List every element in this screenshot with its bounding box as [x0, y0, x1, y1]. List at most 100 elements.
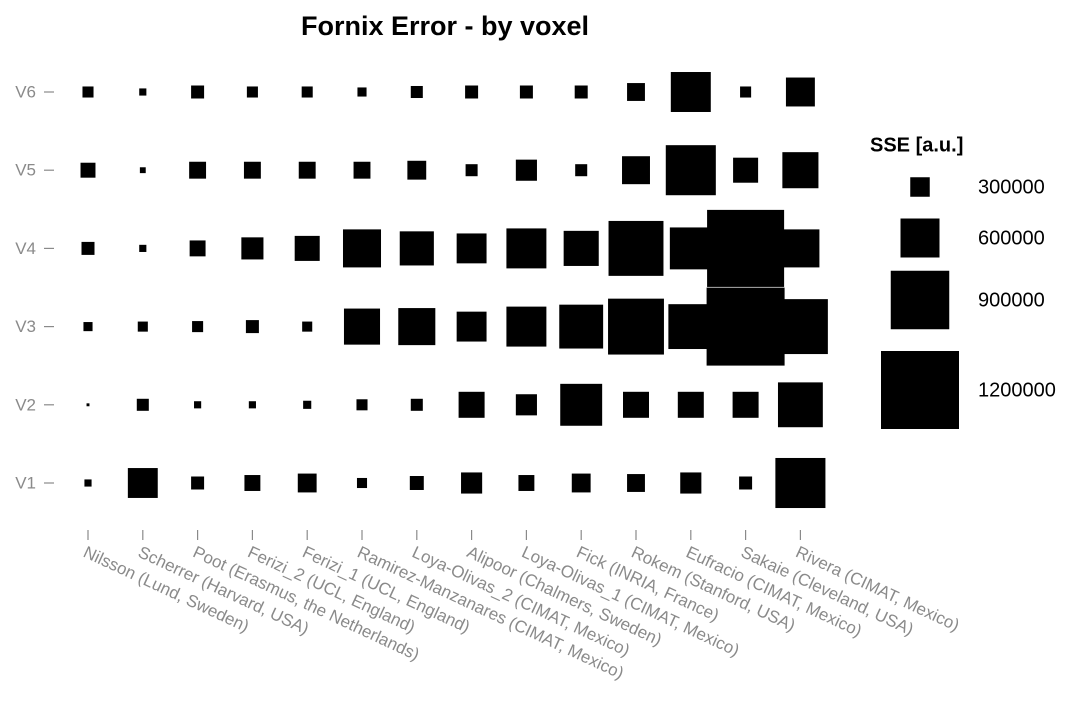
- y-tick-label: V6: [15, 82, 36, 101]
- square: [81, 241, 95, 255]
- square: [139, 88, 147, 96]
- square: [84, 479, 92, 487]
- square: [301, 86, 313, 98]
- square: [560, 383, 603, 426]
- square: [409, 476, 424, 490]
- y-tick-label: V4: [15, 239, 36, 258]
- square: [623, 391, 649, 418]
- square: [559, 304, 604, 349]
- square: [353, 161, 371, 179]
- square: [506, 228, 547, 269]
- square: [398, 308, 436, 346]
- square: [302, 321, 313, 332]
- square: [515, 394, 537, 416]
- square: [245, 320, 259, 334]
- y-tick-label: V3: [15, 317, 36, 336]
- square: [461, 472, 483, 494]
- square: [670, 72, 711, 112]
- square: [82, 86, 94, 98]
- legend-label: 1200000: [978, 379, 1056, 401]
- square: [563, 230, 599, 266]
- square: [244, 475, 261, 491]
- square: [571, 473, 591, 493]
- legend-label: 900000: [978, 289, 1045, 311]
- y-tick-label: V2: [15, 395, 36, 414]
- square: [733, 157, 759, 183]
- square: [356, 399, 368, 411]
- square: [518, 475, 535, 491]
- square: [248, 401, 256, 409]
- square: [294, 235, 320, 261]
- square: [456, 311, 487, 342]
- legend-label: 600000: [978, 227, 1045, 249]
- square: [343, 308, 381, 345]
- square: [622, 156, 650, 185]
- square: [399, 231, 434, 266]
- square: [127, 468, 158, 498]
- square: [707, 209, 785, 287]
- legend-key: [881, 351, 959, 429]
- square: [194, 401, 202, 409]
- square: [519, 85, 533, 99]
- square: [627, 83, 645, 101]
- square: [665, 145, 716, 196]
- square: [772, 299, 828, 355]
- square: [669, 227, 712, 270]
- square: [191, 85, 205, 99]
- square: [465, 85, 479, 99]
- square: [627, 474, 645, 492]
- square: [575, 164, 588, 177]
- legend-key: [900, 218, 940, 258]
- square: [668, 304, 714, 350]
- square: [465, 164, 478, 177]
- square: [608, 298, 664, 355]
- square: [298, 161, 316, 179]
- square: [781, 229, 820, 268]
- square: [680, 472, 702, 494]
- square: [303, 400, 312, 409]
- square: [458, 391, 485, 418]
- square: [192, 321, 204, 333]
- y-tick-label: V5: [15, 161, 36, 180]
- square: [241, 237, 264, 260]
- y-tick-label: V1: [15, 473, 36, 492]
- square: [137, 321, 148, 332]
- square: [246, 86, 258, 98]
- legend-key: [910, 177, 930, 197]
- square: [80, 162, 96, 178]
- legend-key: [890, 270, 950, 330]
- square: [139, 167, 146, 174]
- square: [189, 161, 207, 179]
- square: [785, 77, 815, 107]
- square: [407, 160, 427, 180]
- square: [782, 152, 819, 189]
- square: [342, 229, 382, 268]
- square: [706, 287, 785, 366]
- square: [189, 240, 206, 257]
- square: [574, 85, 588, 99]
- chart-title: Fornix Error - by voxel: [301, 11, 589, 41]
- square: [608, 220, 664, 276]
- square: [357, 87, 367, 97]
- square: [506, 306, 547, 347]
- square: [777, 382, 823, 428]
- square: [297, 473, 317, 493]
- legend-title: SSE [a.u.]: [870, 134, 963, 156]
- square: [456, 233, 487, 264]
- square: [83, 322, 93, 332]
- square: [410, 85, 423, 99]
- square: [740, 86, 752, 98]
- square: [732, 391, 759, 418]
- square: [139, 244, 147, 252]
- square: [191, 476, 205, 490]
- square: [86, 403, 90, 407]
- square: [243, 161, 261, 179]
- square: [356, 477, 368, 489]
- legend-label: 300000: [978, 176, 1045, 198]
- square: [677, 391, 704, 418]
- square: [410, 398, 423, 411]
- square: [739, 476, 753, 490]
- square: [775, 457, 826, 509]
- square: [515, 159, 537, 181]
